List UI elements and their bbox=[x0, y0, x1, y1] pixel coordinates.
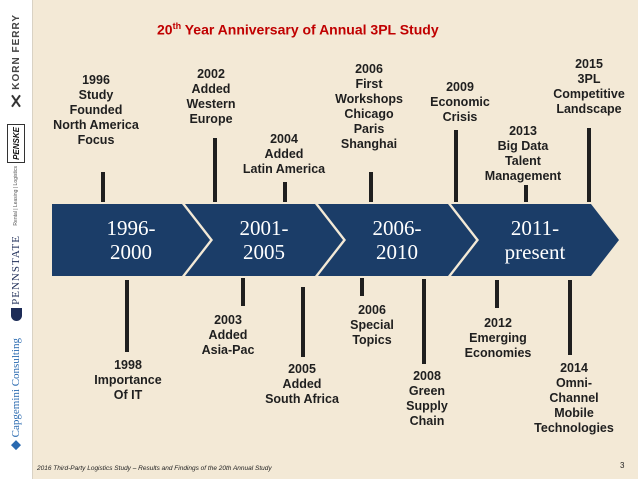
slide-title: 20th Year Anniversary of Annual 3PL Stud… bbox=[157, 21, 439, 38]
period-label: 1996- 2000 bbox=[106, 215, 156, 264]
period-chevron-2006-2010: 2006- 2010 bbox=[318, 204, 476, 276]
title-text: Year Anniversary of Annual 3PL Study bbox=[181, 21, 439, 38]
milestone-2008: 2008 Green Supply Chain bbox=[406, 369, 448, 428]
penske-logo-text: PENSKE bbox=[11, 127, 21, 161]
milestone-1998: 1998 Importance Of IT bbox=[94, 358, 162, 402]
period-label: 2006- 2010 bbox=[372, 215, 422, 264]
milestone-2009: 2009 Economic Crisis bbox=[430, 80, 490, 124]
connector-2009 bbox=[454, 130, 458, 202]
period-label: 2011- present bbox=[504, 215, 566, 264]
milestone-2005: 2005 Added South Africa bbox=[265, 362, 339, 406]
connector-2008 bbox=[422, 279, 426, 364]
capgemini-spade-icon bbox=[11, 440, 21, 451]
penske-logo: PENSKE Rental | Leasing | Logistics bbox=[3, 124, 29, 226]
page-number: 3 bbox=[620, 461, 625, 470]
milestone-2003: 2003 Added Asia-Pac bbox=[201, 313, 255, 357]
milestone-2012: 2012 Emerging Economies bbox=[464, 316, 532, 360]
connector-2005 bbox=[301, 287, 305, 357]
milestone-1996: 1996 Study Founded North America Focus bbox=[53, 73, 139, 147]
connector-2014 bbox=[568, 280, 572, 355]
period-chevron-1996-2000: 1996- 2000 bbox=[52, 204, 210, 276]
milestone-2004: 2004 Added Latin America bbox=[242, 132, 326, 176]
period-label: 2001- 2005 bbox=[239, 215, 289, 264]
connector-2015 bbox=[587, 128, 591, 202]
connector-2012 bbox=[495, 280, 499, 308]
title-ordinal-suffix: th bbox=[172, 21, 182, 31]
penske-logo-subtitle: Rental | Leasing | Logistics bbox=[13, 166, 19, 226]
connector-2002 bbox=[213, 138, 217, 202]
connector-2006-topics bbox=[360, 278, 364, 296]
penn-state-logo: PENNSTATE bbox=[3, 228, 29, 328]
milestone-2014: 2014 Omni- Channel Mobile Technologies bbox=[534, 361, 614, 435]
milestone-2015: 2015 3PL Competitive Landscape bbox=[553, 57, 625, 116]
connector-2013 bbox=[524, 185, 528, 202]
capgemini-logo: Capgemini Consulting bbox=[3, 335, 29, 453]
milestone-2013: 2013 Big Data Talent Management bbox=[484, 124, 562, 183]
korn-ferry-mark-icon bbox=[9, 94, 23, 108]
title-number: 20 bbox=[157, 21, 173, 38]
capgemini-logo-text: Capgemini Consulting bbox=[10, 337, 22, 438]
penske-badge: PENSKE bbox=[7, 124, 25, 164]
sponsor-logo-bar: KORN FERRY PENSKE Rental | Leasing | Log… bbox=[0, 0, 33, 479]
connector-2004 bbox=[283, 182, 287, 202]
connector-1996 bbox=[101, 172, 105, 202]
korn-ferry-logo: KORN FERRY bbox=[3, 6, 29, 116]
period-chevron-2011-present: 2011- present bbox=[451, 204, 619, 276]
penn-state-shield-icon bbox=[10, 308, 22, 322]
connector-1998 bbox=[125, 280, 129, 352]
connector-2006-workshops bbox=[369, 172, 373, 202]
milestone-2006-workshops: 2006 First Workshops Chicago Paris Shang… bbox=[335, 62, 403, 151]
connector-2003 bbox=[241, 278, 245, 306]
milestone-2006-topics: 2006 Special Topics bbox=[350, 303, 394, 347]
penn-state-logo-text: PENNSTATE bbox=[10, 234, 22, 305]
korn-ferry-logo-text: KORN FERRY bbox=[10, 14, 22, 90]
milestone-2002: 2002 Added Western Europe bbox=[186, 67, 236, 126]
slide-footer: 2016 Third-Party Logistics Study – Resul… bbox=[37, 465, 272, 472]
